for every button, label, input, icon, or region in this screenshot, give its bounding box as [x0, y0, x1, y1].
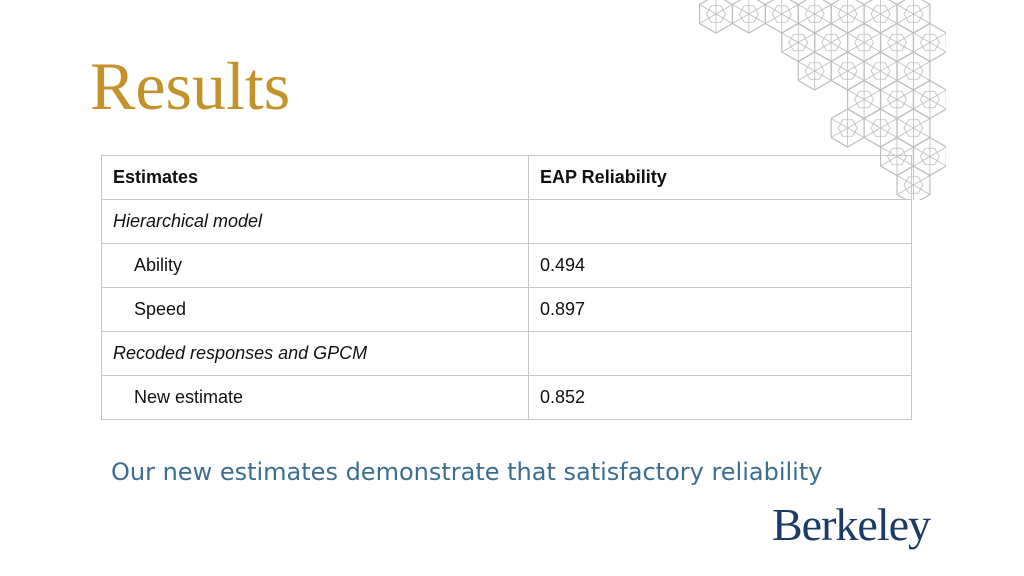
hexagon-tile-icon: [896, 108, 931, 148]
header-estimates: Estimates: [101, 155, 529, 200]
row-value: [528, 331, 912, 376]
hexagon-tile-icon: [698, 0, 734, 34]
header-eap-reliability: EAP Reliability: [528, 155, 912, 200]
hexagon-tile-icon: [896, 0, 931, 34]
hexagon-tile-icon: [896, 51, 931, 91]
table-row: Recoded responses and GPCM: [101, 331, 912, 376]
row-label: Recoded responses and GPCM: [101, 331, 529, 376]
berkeley-logo: Berkeley: [772, 499, 931, 550]
table-row: Ability 0.494: [101, 243, 912, 288]
row-label: Hierarchical model: [101, 199, 529, 244]
results-table: Estimates EAP Reliability Hierarchical m…: [101, 155, 912, 420]
hexagon-tile-icon: [781, 22, 816, 63]
hexagon-tile-icon: [912, 79, 946, 120]
hexagon-tile-icon: [814, 22, 849, 63]
table-row: New estimate 0.852: [101, 375, 912, 420]
row-value: 0.852: [528, 375, 912, 420]
hexagon-tile-icon: [830, 108, 865, 148]
hexagon-tile-icon: [830, 51, 865, 91]
row-value: [528, 199, 912, 244]
row-value: 0.897: [528, 287, 912, 332]
hexagon-tile-icon: [912, 136, 946, 177]
hexagon-tile-icon: [879, 79, 915, 120]
table-header-row: Estimates EAP Reliability: [101, 155, 912, 200]
table-row: Hierarchical model: [101, 199, 912, 244]
row-label: New estimate: [101, 375, 529, 420]
hexagon-tile-icon: [764, 0, 799, 34]
row-value: 0.494: [528, 243, 912, 288]
table-row: Speed 0.897: [101, 287, 912, 332]
hexagon-tile-icon: [847, 22, 882, 63]
hexagon-tile-icon: [863, 0, 898, 34]
hexagon-tile-icon: [830, 0, 865, 34]
slide-title: Results: [90, 48, 291, 124]
hexagon-tile-icon: [797, 0, 832, 34]
hexagon-tile-icon: [731, 0, 766, 34]
row-label: Ability: [101, 243, 529, 288]
hexagon-tile-icon: [863, 108, 898, 148]
slide-caption: Our new estimates demonstrate that satis…: [111, 458, 823, 486]
row-label: Speed: [101, 287, 529, 332]
hexagon-tile-icon: [912, 22, 946, 63]
hexagon-tile-icon: [879, 22, 915, 63]
hexagon-tile-icon: [863, 51, 898, 91]
hexagon-tile-icon: [797, 51, 832, 91]
hexagon-tile-icon: [847, 79, 882, 120]
